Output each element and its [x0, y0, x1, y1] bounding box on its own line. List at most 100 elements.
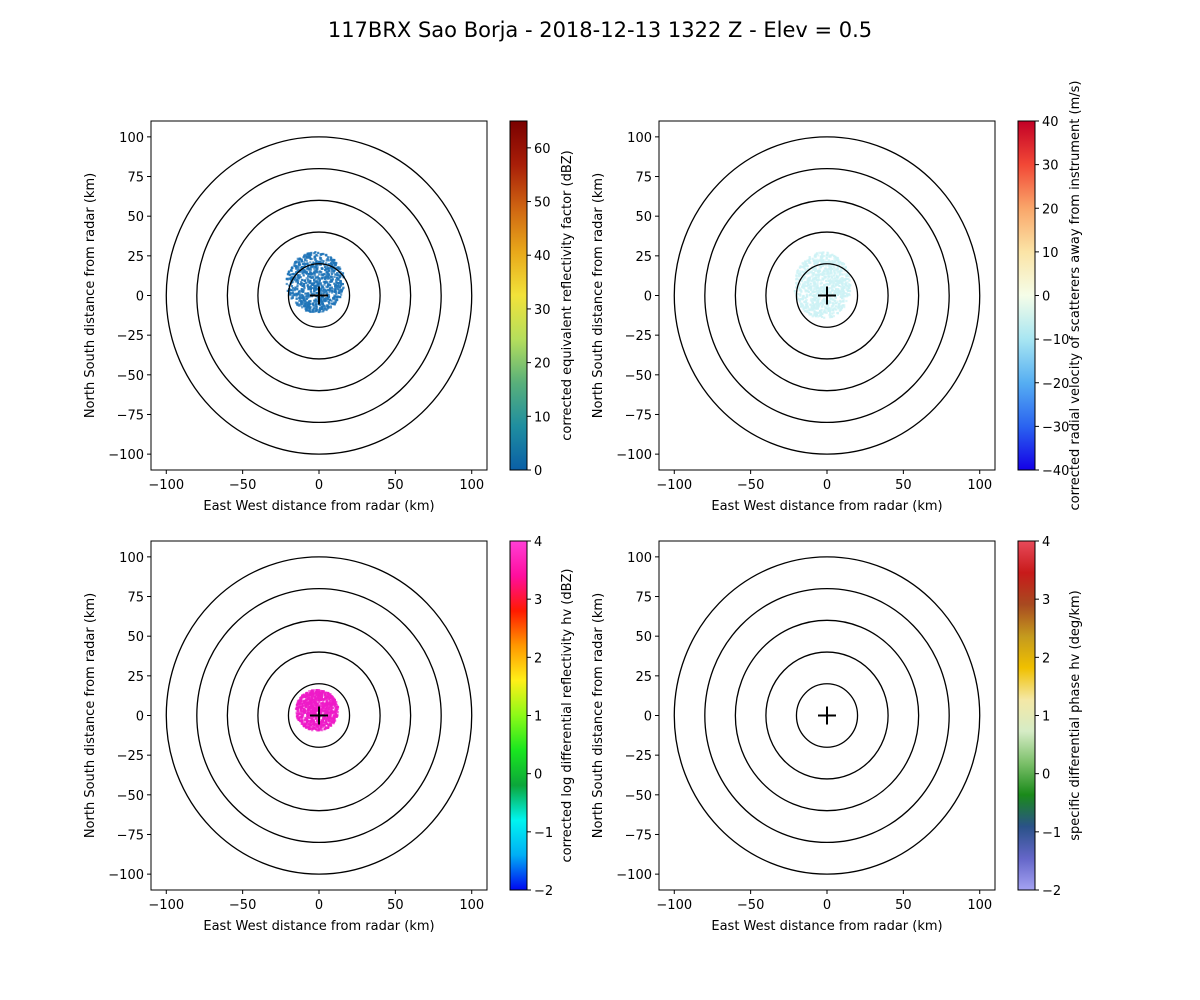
echo-gate: [295, 297, 298, 300]
echo-gate: [318, 729, 321, 732]
echo-gate: [291, 276, 294, 279]
echo-gate: [326, 277, 329, 280]
echo-gate: [821, 273, 824, 277]
echo-gate: [290, 273, 293, 276]
echo-gate: [838, 309, 841, 312]
echo-gate: [326, 719, 329, 722]
echo-gate: [328, 302, 331, 305]
echo-gate: [316, 698, 319, 701]
echo-gate: [827, 306, 830, 309]
echo-gate: [309, 706, 312, 709]
echo-gate: [298, 289, 302, 293]
echo-gate: [805, 310, 808, 313]
echo-gate: [321, 295, 324, 298]
echo-gate: [304, 696, 307, 699]
echo-gate: [809, 289, 812, 292]
echo-gate: [307, 709, 310, 712]
x-tick-label: −100: [656, 478, 692, 493]
echo-gate: [328, 287, 332, 290]
colorbar-tick-label: 40: [534, 249, 551, 264]
echo-gate: [815, 312, 818, 315]
echo-gate: [335, 286, 338, 289]
x-tick-label: 0: [823, 478, 831, 493]
echo-gate: [846, 281, 849, 284]
echo-gate: [298, 716, 302, 719]
echo-gate: [329, 722, 332, 725]
echo-gate: [336, 706, 340, 709]
echo-gate: [323, 304, 326, 307]
echo-gate: [333, 282, 336, 285]
echo-gate: [320, 273, 323, 276]
echo-gate: [310, 291, 313, 294]
echo-gate: [848, 275, 851, 278]
echo-gate: [313, 290, 316, 293]
echo-gate: [806, 289, 809, 292]
echo-gate: [834, 284, 837, 287]
echo-gate: [309, 717, 312, 720]
x-tick-label: 50: [895, 898, 912, 913]
echo-gate: [805, 299, 808, 302]
y-tick-label: 0: [644, 290, 652, 305]
echo-gate: [804, 290, 807, 293]
echo-gate: [824, 264, 828, 267]
echo-gate: [334, 287, 337, 290]
echo-gate: [306, 720, 309, 723]
echo-gate: [323, 299, 326, 302]
y-tick-label: 25: [127, 250, 144, 265]
echo-gate: [312, 706, 315, 709]
echo-gate: [328, 701, 331, 704]
echo-gate: [314, 286, 317, 290]
echo-gate: [299, 294, 302, 297]
echo-gate: [296, 269, 299, 272]
echo-gate: [329, 256, 332, 259]
echo-gate: [820, 256, 823, 259]
echo-gate: [310, 720, 313, 723]
echo-gate: [315, 291, 318, 294]
echo-gate: [297, 702, 300, 705]
echo-gate: [322, 309, 325, 312]
radar-location-marker: [818, 286, 836, 305]
echo-gate: [310, 695, 313, 698]
echo-gate: [308, 303, 312, 306]
echo-gate: [306, 296, 310, 299]
echo-gate: [317, 727, 320, 730]
echo-gate: [802, 263, 805, 266]
echo-gate: [324, 299, 327, 302]
echo-gate: [834, 291, 837, 294]
colorbar-tick-label: 0: [534, 464, 542, 479]
echo-gate: [322, 710, 325, 713]
echo-gate: [329, 708, 332, 712]
echo-gate: [315, 723, 318, 726]
y-tick-label: −50: [117, 789, 144, 804]
echo-gate: [843, 306, 846, 309]
echo-gate: [316, 719, 319, 722]
echo-gate: [335, 292, 338, 295]
echo-gate: [341, 272, 345, 275]
echo-gate: [336, 711, 339, 714]
echo-gate: [836, 281, 839, 284]
echo-gate: [827, 259, 830, 262]
echo-gate: [814, 265, 817, 268]
echo-gate: [320, 259, 323, 262]
echo-gate: [829, 269, 832, 272]
echo-gate: [822, 311, 825, 314]
echo-gate: [304, 722, 307, 726]
echo-gate: [309, 289, 312, 292]
echo-gate: [812, 299, 815, 302]
echo-gate: [297, 713, 300, 716]
echo-gate: [797, 275, 800, 278]
echo-gate: [833, 260, 836, 263]
echo-gate: [829, 301, 832, 304]
echo-gate: [323, 307, 326, 310]
echo-gate: [297, 711, 301, 714]
echo-gate: [311, 729, 314, 732]
echo-gate: [813, 283, 816, 286]
echo-gate: [815, 262, 818, 265]
echo-gate: [838, 270, 841, 273]
echo-gate: [799, 273, 803, 277]
echo-gate: [302, 266, 305, 269]
echo-gate: [304, 281, 307, 285]
echo-gate: [809, 299, 813, 302]
echo-gate: [837, 279, 840, 282]
echo-gate: [326, 285, 329, 289]
